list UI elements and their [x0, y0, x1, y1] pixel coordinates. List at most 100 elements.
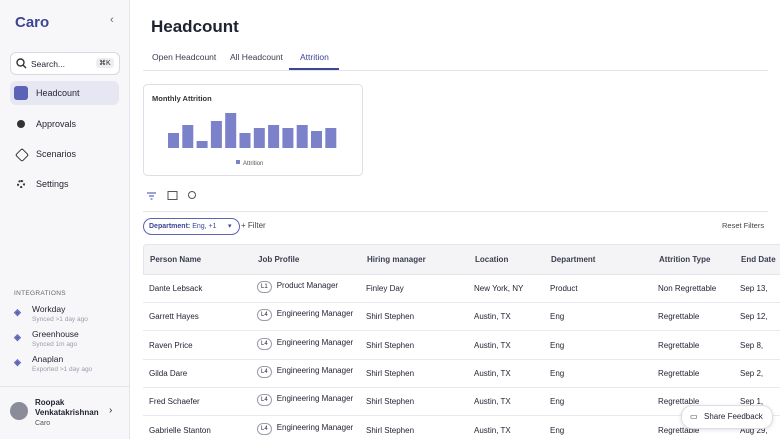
job-profile: Engineering Manager — [277, 338, 354, 347]
divider — [0, 386, 129, 387]
table-cell: Gabrielle Stanton — [149, 426, 211, 435]
job-profile: Product Manager — [277, 281, 338, 290]
level-badge: L4 — [257, 366, 272, 378]
nav-item[interactable]: Approvals — [10, 112, 119, 136]
toolbar — [146, 190, 206, 202]
table-cell: Shirl Stephen — [366, 426, 414, 435]
level-badge: L4 — [257, 309, 272, 321]
table-cell: Austin, TX — [474, 369, 511, 378]
table-cell: L4 Engineering Manager — [257, 394, 353, 406]
level-badge: L4 — [257, 338, 272, 350]
collapse-button[interactable]: ‹ — [110, 14, 114, 26]
table-cell: Non Regrettable — [658, 284, 716, 293]
search-icon[interactable] — [189, 192, 196, 199]
active-tab-underline — [289, 68, 339, 70]
columns-icon[interactable] — [168, 192, 177, 200]
table-cell: Regrettable — [658, 341, 699, 350]
table-cell: Sep 12, — [740, 312, 768, 321]
table-cell: Austin, TX — [474, 341, 511, 350]
legend-label: Attrition — [243, 161, 263, 167]
tab-divider — [143, 70, 768, 71]
nav-label: Approvals — [36, 119, 76, 129]
feedback-icon: ▭ — [690, 406, 698, 428]
bar — [311, 131, 322, 148]
nav-label: Settings — [36, 179, 69, 189]
table-cell: Gilda Dare — [149, 369, 187, 378]
job-profile: Engineering Manager — [277, 309, 354, 318]
section-title: INTEGRATIONS — [14, 290, 66, 297]
table-cell: L1 Product Manager — [257, 281, 338, 293]
column-header: Attrition Type — [659, 255, 710, 264]
table-cell: Austin, TX — [474, 426, 511, 435]
table-cell: Shirl Stephen — [366, 369, 414, 378]
bar — [254, 128, 265, 148]
table-cell: Fred Schaefer — [149, 397, 200, 406]
job-profile: Engineering Manager — [277, 366, 354, 375]
column-header: Job Profile — [258, 255, 299, 264]
search-box[interactable]: Search... ⌘K — [10, 52, 120, 75]
integration-name: Greenhouse — [32, 329, 79, 339]
divider — [143, 211, 768, 212]
table-cell: New York, NY — [474, 284, 523, 293]
nav-label: Headcount — [36, 88, 80, 98]
chip-caret: ▾ — [228, 219, 232, 234]
table-cell: L4Engineering Manager — [257, 423, 353, 435]
nav-item[interactable]: Settings — [10, 172, 119, 196]
table-cell: Garrett Hayes — [149, 312, 199, 321]
bar — [182, 125, 193, 148]
job-profile: Engineering Manager — [277, 394, 354, 403]
integration-name: Workday — [32, 304, 65, 314]
bar — [282, 128, 293, 148]
level-badge: L4 — [257, 423, 272, 435]
table-cell: L4 Engineering Manager — [257, 366, 353, 378]
integration-status: Exported >1 day ago — [32, 366, 92, 373]
user-name[interactable]: Roopak Venkatakrishnan — [35, 398, 105, 418]
nav-icon — [15, 148, 29, 162]
legend-swatch — [236, 160, 240, 164]
bar — [297, 125, 308, 148]
table-cell: Austin, TX — [474, 312, 511, 321]
page-title: Headcount — [151, 17, 239, 37]
nav-label: Scenarios — [36, 149, 76, 159]
table-row: Dante LebsackL1Product ManagerFinley Day… — [143, 274, 780, 303]
tab[interactable]: Open Headcount — [152, 52, 216, 62]
nav-icon — [17, 180, 25, 188]
sidebar: Caro ‹ Search... ⌘K Headcount Approvals … — [0, 0, 130, 439]
nav-item[interactable]: Scenarios — [10, 142, 119, 166]
filter-chip[interactable]: Department: Eng, +1▾ — [143, 218, 240, 235]
bar — [225, 113, 236, 148]
share-feedback-button[interactable]: ▭Share Feedback — [681, 405, 773, 429]
add-filter[interactable]: + Filter — [241, 221, 266, 230]
integration-icon: ◈ — [14, 357, 21, 368]
table-cell: Regrettable — [658, 312, 699, 321]
table-row: Garrett Hayes L4 Engineering Manager Shirl … — [143, 302, 780, 331]
filter-icon[interactable] — [147, 193, 156, 199]
avatar — [10, 402, 28, 420]
column-header: End Date — [741, 255, 776, 264]
table-cell: Eng — [550, 312, 564, 321]
chevron: › — [109, 405, 112, 416]
search-placeholder: Search... — [31, 59, 65, 69]
column-header: Person Name — [150, 255, 201, 264]
bar — [211, 121, 222, 148]
tab[interactable]: Attrition — [300, 52, 329, 62]
chip-value: Eng, +1 — [192, 223, 216, 230]
tab[interactable]: All Headcount — [230, 52, 283, 62]
bar — [268, 125, 279, 148]
table-cell: Austin, TX — [474, 397, 511, 406]
nav-item[interactable]: Headcount — [10, 81, 119, 105]
integration-status: Synced 1m ago — [32, 341, 77, 348]
user-org: Caro — [35, 420, 50, 427]
integration-status: Synced >1 day ago — [32, 316, 88, 323]
level-badge: L1 — [257, 281, 272, 293]
reset-filters[interactable]: Reset Filters — [722, 221, 764, 230]
table-cell: Sep 8, — [740, 341, 763, 350]
column-header: Hiring manager — [367, 255, 426, 264]
table-cell: L4 Engineering Manager — [257, 309, 353, 321]
table-cell: Shirl Stephen — [366, 341, 414, 350]
integrations: ◈WorkdaySynced >1 day ago◈GreenhouseSync… — [0, 302, 129, 382]
table-cell: Shirl Stephen — [366, 312, 414, 321]
column-header: Location — [475, 255, 508, 264]
table-cell: Sep 13, — [740, 284, 768, 293]
level-badge: L4 — [257, 394, 272, 406]
